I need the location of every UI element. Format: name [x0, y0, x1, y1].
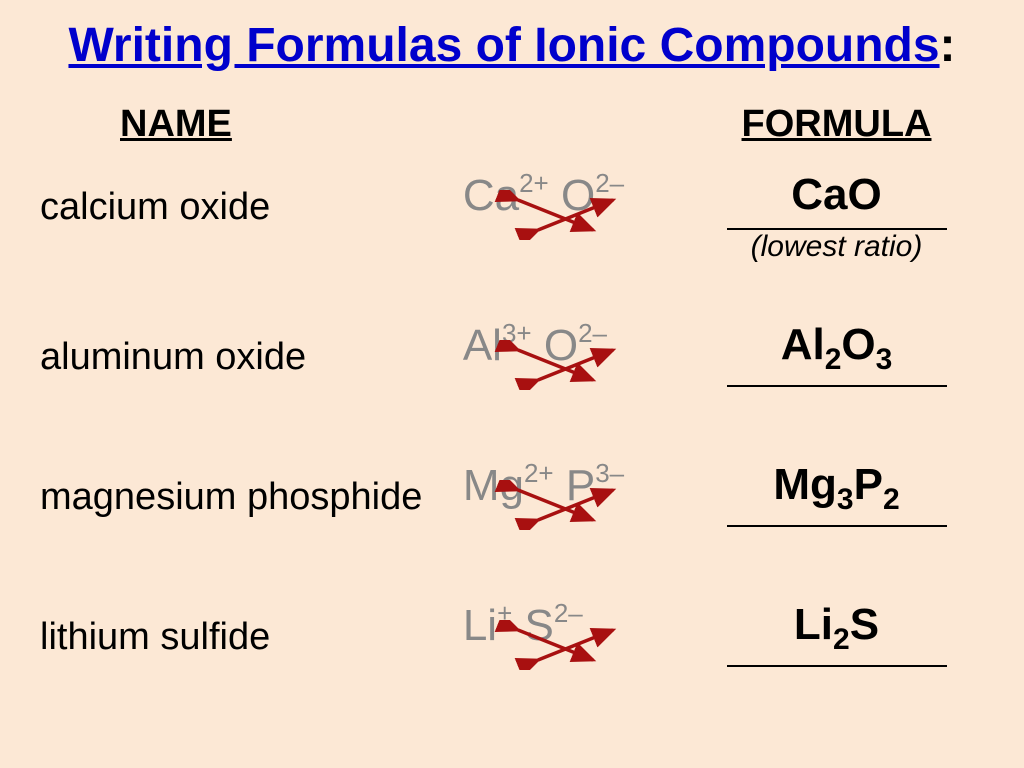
table-row: calcium oxideCa2+ O2– CaO(lowest ratio) [40, 176, 984, 256]
ion-pair: Al3+ O2– [463, 321, 607, 370]
table-row: lithium sulfideLi+ S2– Li2S [40, 606, 984, 686]
formula-text: Al2O3 [781, 320, 893, 377]
ion-pair: Ca2+ O2– [463, 171, 624, 220]
formula-underline [727, 525, 947, 527]
formula-underline [727, 665, 947, 667]
header-name-col: NAME [40, 103, 463, 146]
rows-container: calcium oxideCa2+ O2– CaO(lowest ratio) a… [30, 176, 994, 686]
formula-underline [727, 385, 947, 387]
slide-container: Writing Formulas of Ionic Compounds: NAM… [0, 0, 1024, 768]
formula-cell: Mg3P2 [689, 466, 984, 527]
compound-name: magnesium phosphide [40, 466, 463, 519]
ions-cell: Ca2+ O2– [463, 176, 689, 236]
formula-cell: Al2O3 [689, 326, 984, 387]
column-headers: NAME FORMULA [30, 103, 994, 146]
table-row: aluminum oxideAl3+ O2– Al2O3 [40, 326, 984, 406]
formula-text: Li2S [794, 600, 879, 657]
ions-cell: Li+ S2– [463, 606, 689, 666]
compound-name: aluminum oxide [40, 326, 463, 379]
ion-pair: Mg2+ P3– [463, 461, 624, 510]
title-text: Writing Formulas of Ionic Compounds [68, 19, 939, 72]
header-name-label: NAME [40, 103, 232, 145]
formula-text: Mg3P2 [773, 460, 899, 517]
header-ions-col [463, 103, 689, 146]
compound-name: lithium sulfide [40, 606, 463, 659]
slide-title: Writing Formulas of Ionic Compounds: [30, 18, 994, 73]
ions-cell: Al3+ O2– [463, 326, 689, 386]
formula-text: CaO [791, 170, 881, 220]
formula-cell: CaO(lowest ratio) [689, 176, 984, 230]
ions-cell: Mg2+ P3– [463, 466, 689, 526]
header-formula-label: FORMULA [742, 103, 932, 145]
lowest-ratio-note: (lowest ratio) [689, 230, 984, 264]
compound-name: calcium oxide [40, 176, 463, 229]
ion-pair: Li+ S2– [463, 601, 583, 650]
formula-cell: Li2S [689, 606, 984, 667]
table-row: magnesium phosphideMg2+ P3– Mg3P2 [40, 466, 984, 546]
title-colon: : [940, 19, 956, 72]
header-formula-col: FORMULA [689, 103, 984, 146]
